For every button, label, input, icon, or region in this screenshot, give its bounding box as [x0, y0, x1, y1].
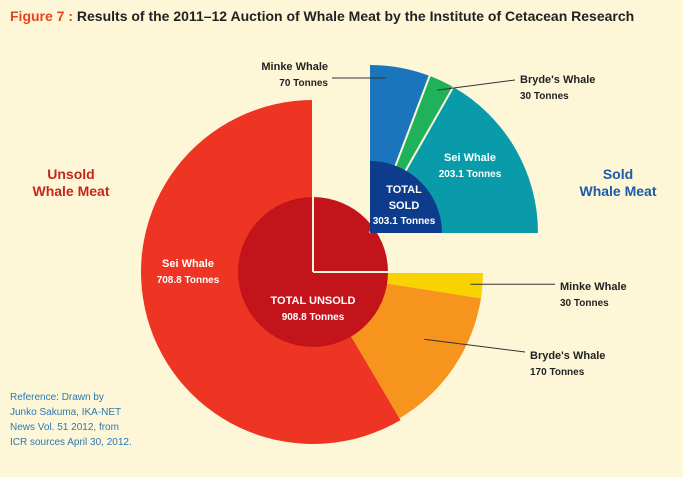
sold-total-center — [370, 161, 442, 233]
sold-minke-label-name: Minke Whale — [261, 61, 328, 73]
unsold-bryde-label-name: Bryde's Whale — [530, 350, 605, 362]
sold-label-line2: Whale Meat — [579, 183, 657, 199]
unsold-bryde-leader — [424, 338, 526, 353]
reference-note: Reference: Drawn by Junko Sakuma, IKA-NE… — [10, 390, 140, 450]
sold-total-title-value: SOLD — [389, 200, 420, 212]
sold-total-title-name: TOTAL — [386, 184, 422, 196]
sold-sei-label-value: 203.1 Tonnes — [439, 169, 502, 180]
sold-minke-label-value: 70 Tonnes — [279, 78, 328, 89]
sold-total-value: 303.1 Tonnes — [373, 216, 436, 227]
unsold-label-line1: Unsold — [47, 166, 95, 182]
unsold-bryde-label-value: 170 Tonnes — [530, 367, 585, 378]
sold-bryde-label-value: 30 Tonnes — [520, 91, 569, 102]
figure-title: Figure 7 : Results of the 2011–12 Auctio… — [10, 8, 634, 24]
reference-line1: Reference: Drawn by — [10, 392, 104, 403]
reference-line3: News Vol. 51 2012, from — [10, 422, 119, 433]
reference-line2: Junko Sakuma, IKA-NET — [10, 407, 122, 418]
figure-number: Figure 7 : — [10, 8, 74, 24]
unsold-sei-label-name: Sei Whale — [162, 258, 214, 270]
figure-title-text: Results of the 2011–12 Auction of Whale … — [76, 8, 635, 24]
unsold-total-label-value: 908.8 Tonnes — [282, 312, 345, 323]
sold-label-line1: Sold — [602, 166, 634, 182]
sold-group-label: Sold Whale Meat — [566, 166, 670, 200]
unsold-minke-label-name: Minke Whale — [560, 281, 627, 293]
unsold-minke-label-value: 30 Tonnes — [560, 298, 609, 309]
unsold-sei-label-value: 708.8 Tonnes — [157, 275, 220, 286]
unsold-label-line2: Whale Meat — [32, 183, 110, 199]
sold-bryde-label-name: Bryde's Whale — [520, 74, 595, 86]
sold-bryde-leader — [437, 79, 516, 91]
sold-sei-label-name: Sei Whale — [444, 152, 496, 164]
unsold-total-label-name: TOTAL UNSOLD — [271, 295, 356, 307]
reference-line4: ICR sources April 30, 2012. — [10, 437, 132, 448]
unsold-group-label: Unsold Whale Meat — [16, 166, 126, 200]
